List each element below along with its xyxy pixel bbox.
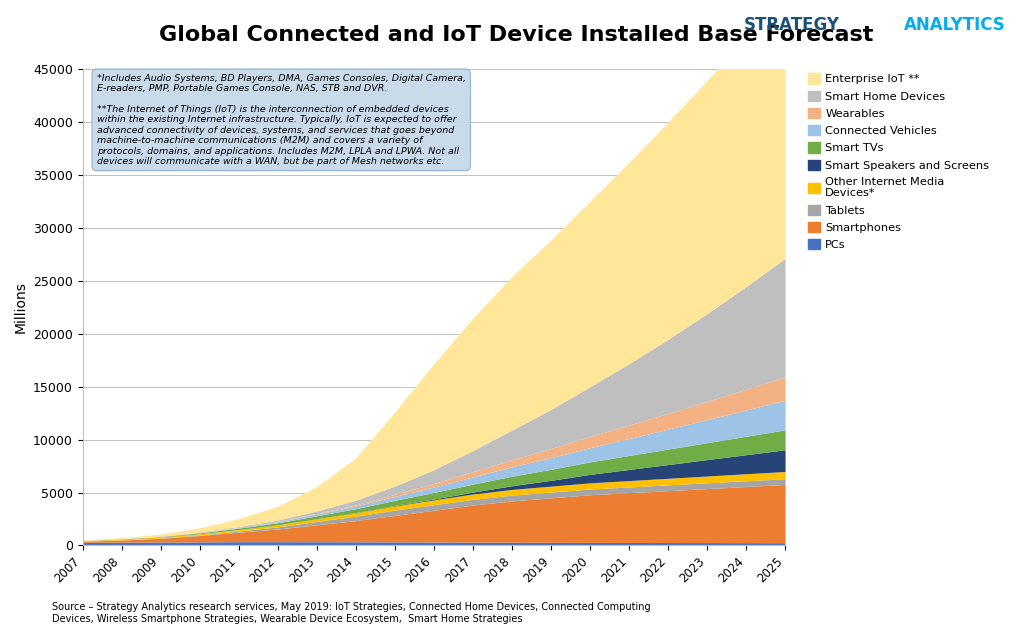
Text: Global Connected and IoT Device Installed Base Forecast: Global Connected and IoT Device Installe… [159,25,874,45]
Text: Source – Strategy Analytics research services, May 2019: IoT Strategies, Connect: Source – Strategy Analytics research ser… [52,603,651,624]
Text: STRATEGY: STRATEGY [744,16,840,34]
Text: *Includes Audio Systems, BD Players, DMA, Games Consoles, Digital Camera,
E-read: *Includes Audio Systems, BD Players, DMA… [97,74,466,166]
Y-axis label: Millions: Millions [13,282,28,333]
Text: ANALYTICS: ANALYTICS [904,16,1005,34]
Legend: Enterprise IoT **, Smart Home Devices, Wearables, Connected Vehicles, Smart TVs,: Enterprise IoT **, Smart Home Devices, W… [805,70,993,254]
